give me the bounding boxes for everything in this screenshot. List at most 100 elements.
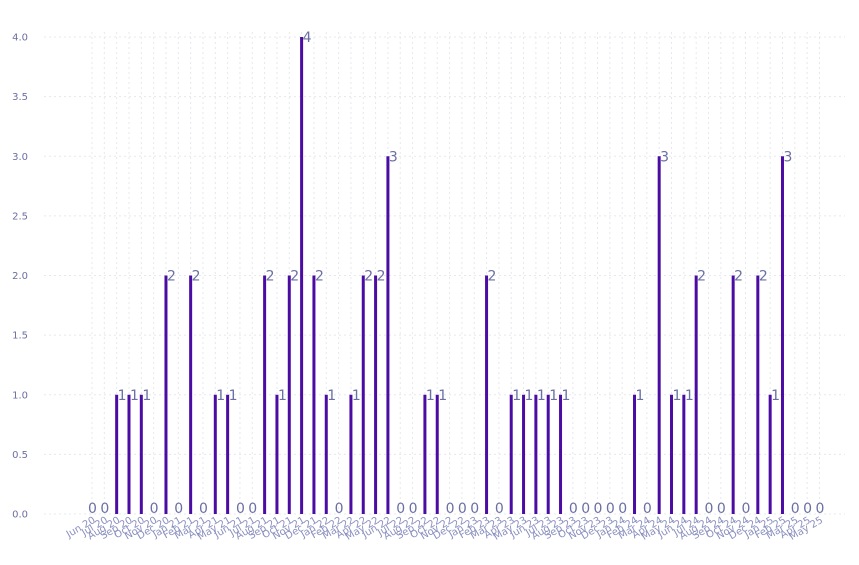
data-label: 0 xyxy=(741,501,750,517)
data-label: 1 xyxy=(278,388,287,404)
bar xyxy=(780,156,784,514)
bar xyxy=(312,275,316,514)
y-tick-label: 2.5 xyxy=(12,211,28,222)
y-tick-label: 1.5 xyxy=(12,331,28,342)
bar xyxy=(374,275,378,514)
data-label: 0 xyxy=(150,501,159,517)
data-label: 0 xyxy=(569,501,578,517)
y-tick-label: 0.5 xyxy=(12,450,28,461)
bar xyxy=(485,275,489,514)
bar xyxy=(115,394,119,514)
bar xyxy=(275,394,279,514)
y-axis-ticks: 0.0 0.5 1.0 1.5 2.0 2.5 3.0 3.5 4.0 xyxy=(12,33,28,521)
y-tick-label: 0.0 xyxy=(12,510,28,521)
bar xyxy=(435,394,439,514)
bar xyxy=(263,275,267,514)
bar xyxy=(300,37,304,514)
data-label: 1 xyxy=(130,388,139,404)
data-label: 3 xyxy=(389,149,398,165)
data-label: 0 xyxy=(594,501,603,517)
bar xyxy=(546,394,550,514)
bar xyxy=(534,394,538,514)
bar xyxy=(423,394,427,514)
data-label: 1 xyxy=(327,388,336,404)
data-label: 0 xyxy=(335,501,344,517)
bar xyxy=(756,275,760,514)
bar xyxy=(324,394,328,514)
bar xyxy=(361,275,365,514)
data-label: 0 xyxy=(100,501,109,517)
bar xyxy=(731,275,735,514)
bars xyxy=(115,37,784,514)
data-label: 0 xyxy=(470,501,479,517)
data-label: 0 xyxy=(396,501,405,517)
data-label: 2 xyxy=(315,269,324,285)
data-label: 1 xyxy=(118,388,127,404)
bar xyxy=(287,275,291,514)
data-label: 3 xyxy=(783,149,792,165)
data-label: 1 xyxy=(229,388,238,404)
bar xyxy=(164,275,168,514)
data-label: 0 xyxy=(717,501,726,517)
bar xyxy=(522,394,526,514)
data-label: 0 xyxy=(495,501,504,517)
data-label: 1 xyxy=(216,388,225,404)
data-label: 1 xyxy=(142,388,151,404)
data-label: 0 xyxy=(791,501,800,517)
data-label: 1 xyxy=(562,388,571,404)
y-tick-label: 3.0 xyxy=(12,152,28,163)
data-label: 1 xyxy=(525,388,534,404)
data-label: 1 xyxy=(549,388,558,404)
data-label: 1 xyxy=(636,388,645,404)
data-label: 2 xyxy=(759,269,768,285)
bar xyxy=(213,394,217,514)
bar xyxy=(226,394,230,514)
bar xyxy=(349,394,353,514)
data-label: 0 xyxy=(618,501,627,517)
data-label: 2 xyxy=(377,269,386,285)
y-tick-label: 4.0 xyxy=(12,33,28,44)
y-tick-label: 2.0 xyxy=(12,271,28,282)
bar xyxy=(139,394,143,514)
data-label: 0 xyxy=(248,501,257,517)
bar xyxy=(509,394,513,514)
bar xyxy=(768,394,772,514)
data-label: 0 xyxy=(446,501,455,517)
data-label: 0 xyxy=(581,501,590,517)
data-label: 1 xyxy=(673,388,682,404)
data-label: 1 xyxy=(537,388,546,404)
data-label: 1 xyxy=(771,388,780,404)
data-label: 2 xyxy=(290,269,299,285)
y-tick-label: 1.0 xyxy=(12,390,28,401)
bar xyxy=(682,394,686,514)
data-label: 2 xyxy=(192,269,201,285)
data-label: 0 xyxy=(606,501,615,517)
data-label: 1 xyxy=(352,388,361,404)
data-label: 1 xyxy=(685,388,694,404)
data-label: 0 xyxy=(174,501,183,517)
data-label: 1 xyxy=(426,388,435,404)
grid xyxy=(44,32,845,515)
bar xyxy=(189,275,193,514)
data-label: 0 xyxy=(88,501,97,517)
bar xyxy=(633,394,637,514)
data-label: 2 xyxy=(266,269,275,285)
bar xyxy=(559,394,563,514)
data-label: 0 xyxy=(409,501,418,517)
bar xyxy=(670,394,674,514)
data-label: 3 xyxy=(660,149,669,165)
bar xyxy=(694,275,698,514)
data-label: 2 xyxy=(167,269,176,285)
data-label: 2 xyxy=(697,269,706,285)
data-label: 0 xyxy=(643,501,652,517)
data-label: 0 xyxy=(803,501,812,517)
y-tick-label: 3.5 xyxy=(12,92,28,103)
data-label: 0 xyxy=(199,501,208,517)
data-label: 1 xyxy=(512,388,521,404)
data-label: 0 xyxy=(236,501,245,517)
data-label: 0 xyxy=(458,501,467,517)
data-label: 1 xyxy=(438,388,447,404)
bar xyxy=(386,156,390,514)
